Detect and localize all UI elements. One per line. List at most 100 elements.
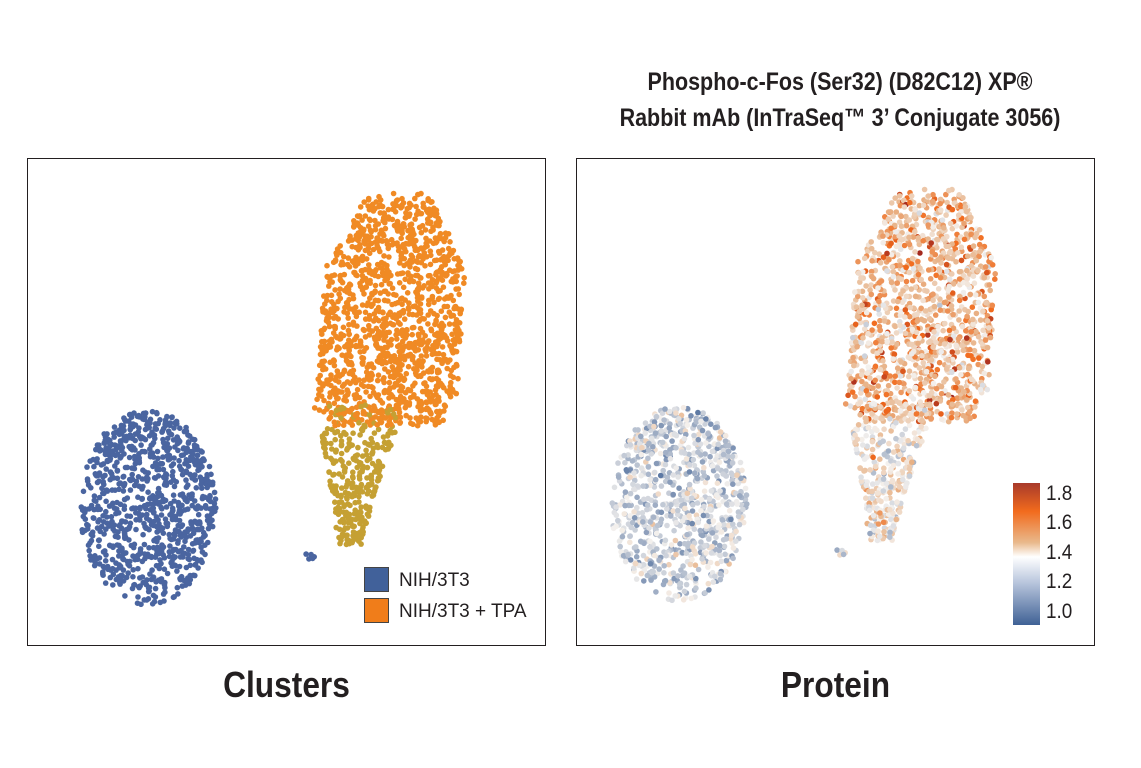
cluster-point	[352, 395, 359, 402]
protein-point	[869, 495, 876, 501]
protein-point	[930, 297, 936, 304]
protein-point	[730, 481, 736, 488]
protein-point	[897, 322, 903, 329]
protein-point	[907, 411, 914, 418]
cluster-point	[96, 517, 103, 523]
protein-point	[930, 199, 936, 206]
protein-point	[869, 258, 875, 264]
protein-point	[887, 489, 893, 496]
cluster-point	[327, 279, 333, 285]
protein-point	[948, 303, 955, 309]
cluster-point	[334, 334, 340, 341]
protein-point	[683, 417, 690, 423]
cluster-point	[357, 244, 363, 251]
protein-point	[680, 404, 687, 411]
protein-point	[848, 368, 854, 375]
cluster-point	[427, 248, 434, 254]
protein-point	[924, 288, 930, 295]
protein-point	[880, 239, 886, 246]
protein-point	[972, 398, 979, 405]
cluster-point	[377, 197, 384, 203]
cluster-point	[332, 287, 338, 293]
cluster-point	[328, 306, 334, 313]
protein-point	[911, 211, 918, 217]
protein-point	[849, 389, 856, 396]
protein-point	[888, 240, 894, 247]
cluster-point	[356, 538, 362, 544]
cluster-point	[389, 285, 396, 292]
cluster-point	[100, 519, 107, 525]
protein-point	[887, 529, 893, 536]
protein-point	[958, 371, 964, 378]
protein-point	[945, 418, 952, 425]
cluster-point	[394, 226, 401, 232]
cluster-point	[109, 487, 115, 493]
cluster-point	[332, 313, 339, 320]
protein-point	[931, 280, 938, 287]
protein-point	[742, 485, 749, 492]
protein-point	[930, 380, 937, 387]
cluster-point	[434, 369, 441, 376]
protein-point	[945, 357, 952, 363]
protein-point	[889, 477, 896, 484]
protein-point	[884, 338, 890, 345]
protein-point	[984, 386, 991, 393]
cluster-point	[153, 426, 160, 433]
cluster-point	[98, 462, 105, 468]
cluster-point	[350, 322, 357, 328]
cluster-point	[425, 196, 432, 202]
protein-point	[910, 265, 917, 272]
protein-point	[967, 415, 974, 421]
protein-point	[633, 544, 639, 550]
cluster-point	[341, 381, 348, 388]
protein-point	[673, 445, 679, 451]
protein-point	[937, 296, 943, 302]
protein-point	[989, 302, 996, 309]
cluster-point	[114, 459, 120, 466]
cluster-point	[139, 512, 145, 518]
protein-point	[717, 576, 724, 583]
cluster-point	[131, 410, 137, 416]
protein-point	[984, 269, 990, 276]
cluster-point	[384, 275, 391, 282]
protein-point	[716, 502, 722, 508]
protein-point	[638, 472, 644, 479]
cluster-point	[362, 439, 368, 446]
cluster-point	[349, 492, 356, 498]
cluster-point	[381, 388, 388, 395]
cluster-point	[311, 405, 318, 411]
protein-point	[652, 502, 659, 509]
cluster-point	[351, 224, 357, 230]
cluster-point	[436, 350, 442, 357]
protein-point	[726, 507, 733, 514]
cluster-point	[127, 426, 133, 433]
protein-point	[863, 388, 870, 394]
protein-point	[730, 521, 736, 527]
cluster-point	[170, 468, 176, 475]
protein-point	[729, 453, 736, 460]
cluster-point	[168, 536, 175, 543]
cluster-point	[183, 484, 190, 491]
cluster-point	[321, 293, 327, 299]
protein-point	[615, 460, 621, 466]
protein-point	[970, 356, 976, 363]
cluster-point	[337, 272, 344, 279]
cluster-point	[416, 340, 422, 347]
protein-point	[984, 344, 991, 351]
cluster-point	[413, 312, 420, 318]
protein-point	[709, 530, 716, 536]
cluster-point	[422, 346, 429, 353]
cluster-point	[178, 547, 184, 554]
protein-point	[956, 192, 962, 198]
protein-point	[955, 336, 962, 342]
protein-point	[950, 281, 957, 287]
protein-point	[681, 450, 688, 456]
protein-point	[683, 456, 690, 462]
protein-point	[937, 207, 944, 213]
protein-point	[675, 507, 681, 514]
cluster-point	[344, 289, 350, 295]
protein-point	[912, 384, 919, 391]
cluster-point	[197, 520, 203, 527]
cluster-point	[359, 277, 366, 284]
cluster-point	[167, 422, 173, 429]
